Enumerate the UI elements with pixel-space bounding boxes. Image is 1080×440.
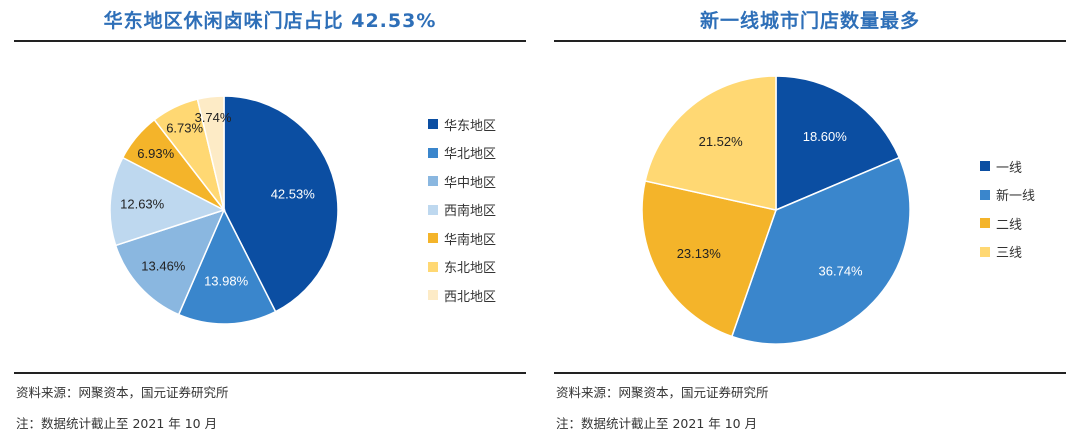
legend-item: 华南地区 [428,224,496,253]
date-note: 注：数据统计截止至 2021 年 10 月 [556,416,758,431]
slice-value-label: 21.52% [699,134,744,149]
pie-slice [114,208,226,316]
source-note: 资料来源：网聚资本，国元证券研究所 [16,385,229,400]
pie-slice [223,95,339,313]
legend-item: 东北地区 [428,253,496,282]
slice-value-label: 12.63% [120,196,165,211]
pie-slice [177,208,277,325]
legend-swatch [428,204,438,215]
legend-label: 华中地区 [444,175,497,191]
legend-label: 新一线 [996,189,1036,205]
pie-slice [641,180,777,338]
pie-slice [775,75,901,212]
legend-swatch [980,246,990,257]
legend-swatch [428,233,438,244]
slice-value-label: 6.73% [166,121,203,136]
pie-chart-regions: 42.53% 13.98% 13.46% 12.63% 6.93% 6.73%3.74% [109,95,339,325]
pie-slice [196,95,225,211]
legend-label: 一线 [996,160,1023,176]
legend-item: 华中地区 [428,167,496,196]
slice-value-label: 6.93% [137,146,174,161]
legend-label: 西南地区 [444,204,497,220]
slice-value-label: 18.60% [803,129,848,144]
legend-swatch [428,119,438,130]
slice-value-label: 36.74% [819,263,864,278]
source-note: 资料来源：网聚资本，国元证券研究所 [556,385,769,400]
legend-swatch [428,147,438,158]
legend-label: 三线 [996,246,1023,262]
legend-item: 华北地区 [428,139,496,168]
pie-slice [730,156,911,345]
legend-swatch [980,189,990,200]
right-chart-panel: 新一线城市门店数量最多 18.60% 36.74% 23.13% 21.52% 一线新… [540,0,1080,440]
legend-swatch [428,261,438,272]
legend-label: 东北地区 [444,261,497,277]
slice-value-label: 3.74% [195,110,232,125]
legend-label: 华北地区 [444,147,497,163]
legend-swatch [428,290,438,301]
title-rule [554,40,1066,42]
date-note: 注：数据统计截止至 2021 年 10 月 [16,416,218,431]
title-rule [14,40,526,42]
legend: 华东地区华北地区华中地区西南地区华南地区东北地区西北地区 [428,110,496,310]
slice-value-label: 23.13% [677,246,722,261]
pie-slice [109,156,226,247]
legend-swatch [428,176,438,187]
bottom-rule [554,372,1066,374]
legend-item: 一线 [980,152,1035,181]
legend-label: 二线 [996,217,1023,233]
legend-swatch [980,218,990,229]
legend-item: 华东地区 [428,110,496,139]
legend-item: 二线 [980,209,1035,238]
legend: 一线 新一线 二线 三线 [980,152,1035,266]
bottom-rule [14,372,526,374]
legend-item: 西南地区 [428,196,496,225]
pie-slice [644,75,777,211]
legend-item: 三线 [980,238,1035,267]
slice-value-label: 13.98% [204,274,249,289]
left-chart-panel: 华东地区休闲卤味门店占比 42.53% 42.53% 13.98% 13.46% 12… [14,10,526,431]
legend-label: 西北地区 [444,289,497,305]
legend-swatch [980,161,990,172]
legend-item: 新一线 [980,181,1035,210]
chart-title: 新一线城市门店数量最多 [699,10,920,32]
slice-value-label: 42.53% [271,187,316,202]
legend-label: 华南地区 [444,232,497,248]
slice-value-label: 13.46% [141,258,186,273]
legend-item: 西北地区 [428,281,496,310]
legend-label: 华东地区 [444,118,497,134]
pie-chart-city-tiers: 18.60% 36.74% 23.13% 21.52% [641,75,911,345]
chart-title: 华东地区休闲卤味门店占比 42.53% [103,10,437,32]
